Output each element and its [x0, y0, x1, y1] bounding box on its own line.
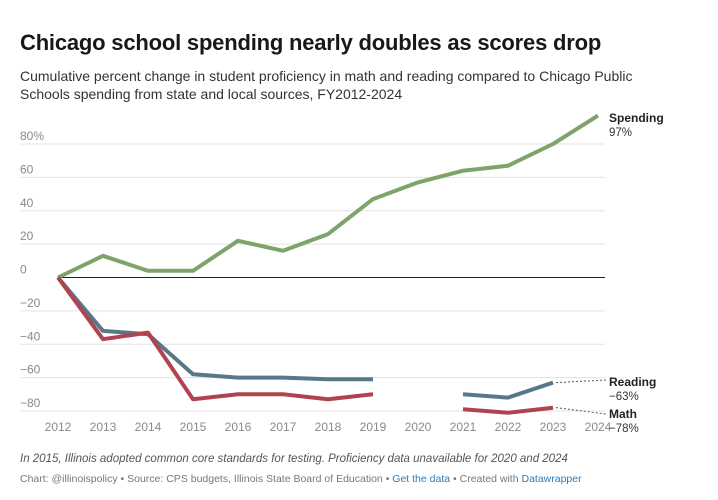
- x-tick-label: 2022: [495, 420, 522, 434]
- x-tick-label: 2019: [360, 420, 387, 434]
- spending-series-label: Spending: [609, 111, 664, 125]
- y-tick-label: −80: [20, 396, 41, 410]
- spending-end-value-label: 97%: [609, 127, 632, 139]
- math-series-label: Math: [609, 407, 637, 421]
- footer-separator: •: [450, 473, 460, 485]
- x-tick-label: 2024: [585, 420, 612, 434]
- math-series-line: [56, 276, 374, 402]
- x-tick-label: 2023: [540, 420, 567, 434]
- datawrapper-link[interactable]: Datawrapper: [521, 473, 582, 485]
- reading-label-connector: [555, 379, 607, 384]
- x-tick-label: 2015: [180, 420, 207, 434]
- footer-source: Source: CPS budgets, Illinois State Boar…: [127, 473, 383, 485]
- x-tick-label: 2013: [90, 420, 117, 434]
- spending-series-line: [57, 113, 600, 280]
- chart-title: Chicago school spending nearly doubles a…: [20, 30, 602, 55]
- footer-separator: •: [382, 473, 393, 485]
- chart-note: In 2015, Illinois adopted common core st…: [20, 453, 568, 465]
- footer-created-with: Created with: [459, 473, 522, 485]
- math-series-line: [462, 405, 554, 415]
- y-tick-label: −40: [20, 329, 41, 343]
- chart-subtitle: Cumulative percent change in student pro…: [20, 68, 633, 102]
- y-tick-label: −60: [20, 363, 41, 377]
- y-tick-label: 60: [20, 162, 34, 176]
- y-tick-label: 20: [20, 229, 34, 243]
- x-tick-label: 2017: [270, 420, 297, 434]
- math-label-connector: [555, 407, 607, 415]
- y-tick-label: 40: [20, 196, 34, 210]
- math-end-value-label: −78%: [609, 423, 639, 435]
- line-chart: 80% 60 40 20 0 −20 −40 −60 −80 2012 2013 2014 2015 20…: [20, 111, 664, 435]
- reading-series-line: [462, 380, 554, 400]
- reading-end-value-label: −63%: [609, 391, 639, 403]
- y-tick-label: −20: [20, 296, 41, 310]
- chart-footer: Chart: @illinoispolicy • Source: CPS bud…: [20, 473, 582, 485]
- x-tick-label: 2018: [315, 420, 342, 434]
- x-tick-label: 2014: [135, 420, 162, 434]
- x-tick-label: 2020: [405, 420, 432, 434]
- reading-series-line: [56, 276, 373, 382]
- footer-credit: Chart: @illinoispolicy: [20, 473, 118, 485]
- x-tick-label: 2012: [45, 420, 72, 434]
- get-the-data-link[interactable]: Get the data: [392, 473, 451, 485]
- reading-series-label: Reading: [609, 375, 656, 389]
- footer-separator: •: [117, 473, 128, 485]
- y-tick-label: 80%: [20, 129, 44, 143]
- y-tick-label: 0: [20, 263, 27, 277]
- x-tick-label: 2021: [450, 420, 477, 434]
- x-tick-label: 2016: [225, 420, 252, 434]
